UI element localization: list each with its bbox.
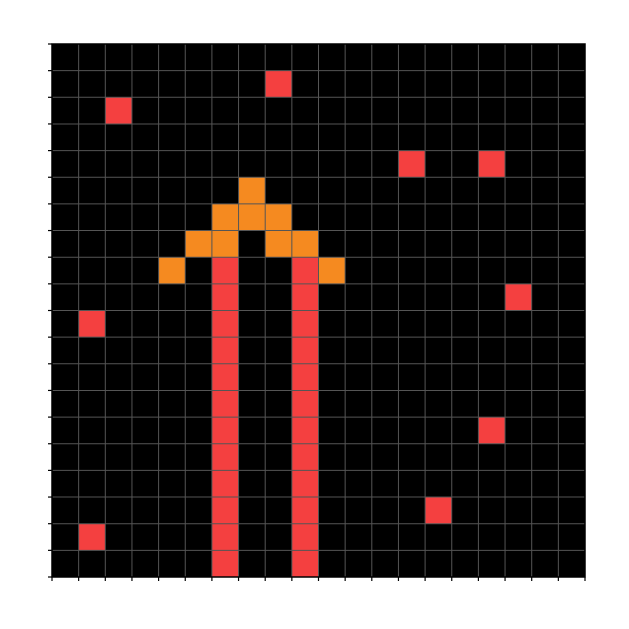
red-cell	[478, 417, 506, 444]
red-cell	[211, 443, 239, 471]
orange-cell	[185, 230, 212, 258]
red-cell	[211, 363, 239, 391]
orange-cell	[211, 230, 239, 258]
red-cell	[291, 417, 319, 444]
orange-cell	[318, 257, 346, 284]
red-cell	[78, 310, 106, 338]
red-cell	[291, 390, 319, 418]
red-cell	[211, 470, 239, 498]
cells-layer	[78, 70, 532, 577]
orange-cell	[265, 230, 292, 258]
red-cell	[291, 523, 319, 551]
red-cell	[291, 363, 319, 391]
red-cell	[291, 257, 319, 284]
orange-cell	[291, 230, 319, 258]
red-cell	[211, 417, 239, 444]
red-cell	[291, 550, 319, 577]
red-cell	[211, 337, 239, 364]
red-cell	[398, 150, 426, 178]
orange-cell	[158, 257, 186, 284]
red-cell	[478, 150, 506, 178]
red-cell	[211, 283, 239, 311]
orange-cell	[265, 203, 292, 231]
red-cell	[211, 497, 239, 524]
red-cell	[425, 497, 452, 524]
red-cell	[211, 550, 239, 577]
orange-cell	[211, 203, 239, 231]
red-cell	[291, 497, 319, 524]
red-cell	[265, 70, 292, 98]
red-cell	[291, 283, 319, 311]
red-cell	[291, 337, 319, 364]
red-cell	[291, 310, 319, 338]
orange-cell	[238, 177, 266, 204]
red-cell	[211, 523, 239, 551]
red-cell	[105, 97, 132, 124]
grid-lines	[52, 44, 585, 577]
red-cell	[211, 310, 239, 338]
board-axes	[48, 43, 586, 581]
red-cell	[291, 470, 319, 498]
red-cell	[291, 443, 319, 471]
red-cell	[78, 523, 106, 551]
orange-cell	[238, 203, 266, 231]
red-cell	[211, 390, 239, 418]
red-cell	[211, 257, 239, 284]
red-cell	[505, 283, 532, 311]
